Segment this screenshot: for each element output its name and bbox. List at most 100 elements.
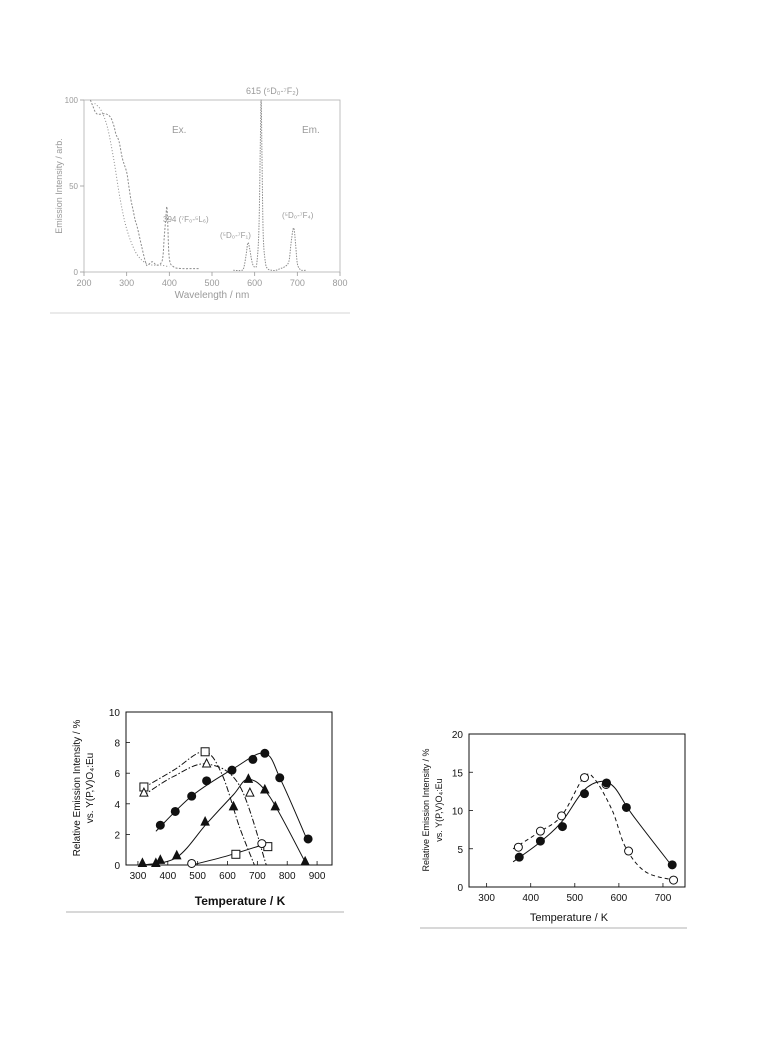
left-points	[137, 747, 313, 868]
right-point-filled-circle	[514, 852, 524, 862]
spectrum-y-tick-label: 50	[69, 182, 78, 191]
right-x-axis-label: Temperature / K	[530, 912, 609, 924]
spectrum-x-tick-label: 800	[332, 278, 347, 288]
spectrum-ticks: 200 300 400 500 600 700 800 0 50 100	[65, 96, 348, 288]
right-x-tick-label: 300	[478, 893, 495, 904]
left-point-filled-triangle	[155, 854, 166, 864]
right-points	[513, 773, 679, 885]
left-x-tick-label: 300	[130, 871, 147, 882]
annotation-md-transition: (⁵D₀-⁷F₁)	[220, 231, 251, 240]
left-point-filled-circle	[260, 748, 270, 758]
right-y-tick-label: 5	[457, 845, 463, 856]
left-point-filled-triangle	[260, 783, 270, 794]
left-point-filled-circle	[155, 820, 165, 830]
left-y-tick-label: 4	[114, 800, 120, 811]
left-point-open-square	[200, 747, 210, 757]
left-y-tick-label: 0	[114, 861, 120, 872]
spectrum-y-tick-label: 100	[65, 96, 79, 105]
right-point-filled-circle	[667, 860, 677, 870]
right-point-filled-circle	[602, 778, 612, 788]
right-point-open-circle	[669, 875, 679, 885]
spectrum-chart: 200 300 400 500 600 700 800 0 50 100 Wavelength /…	[50, 86, 350, 314]
spectrum-x-tick-label: 300	[119, 278, 134, 288]
spectrum-x-tick-label: 700	[290, 278, 305, 288]
left-y-tick-label: 10	[109, 708, 121, 719]
right-ticks: 300 400 500 600 700 0 5 10 15 20	[452, 730, 672, 904]
right-point-open-circle	[513, 842, 523, 852]
right-point-open-circle	[579, 773, 589, 783]
right-point-filled-circle	[621, 802, 631, 812]
left-y-tick-label: 6	[114, 769, 120, 780]
left-y-tick-label: 8	[114, 739, 120, 750]
right-point-filled-circle	[579, 789, 589, 799]
spectrum-y-axis-label: Emission Intensity / arb.	[54, 138, 64, 234]
left-ticks: 300 400 500 600 700 800 900 0 2 4 6 8 10	[109, 708, 326, 882]
right-point-open-circle	[535, 826, 545, 836]
right-point-filled-circle	[557, 822, 567, 832]
left-point-open-square	[231, 849, 241, 859]
left-point-filled-circle	[170, 806, 180, 816]
right-curve-open-circle	[512, 773, 674, 881]
right-point-filled-circle	[535, 836, 545, 846]
right-x-tick-label: 400	[522, 893, 539, 904]
left-x-tick-label: 600	[219, 871, 236, 882]
left-point-filled-circle	[275, 773, 285, 783]
left-x-tick-label: 900	[309, 871, 326, 882]
left-y-axis-label: Relative Emission Intensity / %	[72, 720, 83, 857]
left-point-filled-triangle	[243, 773, 254, 783]
left-plot-frame	[125, 711, 333, 866]
left-x-tick-label: 400	[159, 871, 176, 882]
left-x-tick-label: 500	[189, 871, 206, 882]
right-x-tick-label: 700	[655, 893, 672, 904]
left-x-tick-label: 800	[279, 871, 296, 882]
spectrum-series-line	[233, 99, 306, 272]
right-point-open-circle	[557, 811, 567, 821]
left-point-filled-triangle	[171, 849, 182, 860]
right-curves	[512, 773, 674, 881]
right-x-tick-label: 500	[566, 893, 583, 904]
right-x-tick-label: 600	[611, 893, 628, 904]
spectrum-x-tick-label: 400	[162, 278, 177, 288]
left-curve-open-circle	[191, 844, 262, 866]
spectrum-x-tick-label: 500	[204, 278, 219, 288]
left-point-open-circle	[257, 839, 267, 849]
spectrum-x-tick-label: 200	[76, 278, 91, 288]
spectrum-x-axis-label: Wavelength / nm	[175, 290, 250, 301]
right-point-open-circle	[624, 846, 634, 856]
annotation-emission: Em.	[302, 125, 320, 136]
left-point-filled-circle	[248, 754, 258, 764]
left-point-open-triangle	[245, 786, 255, 797]
spectrum-series-line	[89, 99, 200, 270]
left-x-axis-label: Temperature / K	[195, 894, 286, 908]
annotation-394-band: 394 (⁷F₀-⁵L₆)	[163, 215, 209, 224]
right-y-tick-label: 0	[457, 883, 463, 894]
spectrum-y-tick-label: 0	[74, 268, 79, 277]
left-point-open-triangle	[139, 786, 149, 797]
left-point-filled-circle	[202, 776, 212, 786]
temperature-chart-left: 300 400 500 600 700 800 900 0 2 4 6 8 10 Temperature…	[66, 708, 344, 913]
right-y-tick-label: 10	[452, 807, 464, 818]
left-point-filled-circle	[187, 791, 197, 801]
annotation-f4-transition: (⁵D₀-⁷F₄)	[282, 211, 314, 220]
right-y-axis-label-2: vs. Y(P,V)O₄:Eu	[434, 778, 444, 841]
left-y-tick-label: 2	[114, 830, 120, 841]
left-point-open-circle	[187, 858, 197, 868]
spectrum-series	[89, 99, 306, 272]
right-curve-filled-circle	[512, 780, 673, 867]
right-y-tick-label: 20	[452, 730, 464, 741]
left-x-tick-label: 700	[249, 871, 266, 882]
right-plot-frame	[468, 733, 686, 888]
spectrum-x-tick-label: 600	[247, 278, 262, 288]
spectrum-series-line	[94, 103, 170, 268]
right-y-axis-label: Relative Emission Intensity / %	[421, 748, 431, 871]
annotation-615-peak: 615 (⁵D₀-⁷F₂)	[246, 86, 299, 96]
left-point-filled-triangle	[200, 816, 210, 826]
left-y-axis-label-2: vs. Y(P,V)O₄:Eu	[85, 753, 96, 823]
left-point-filled-triangle	[137, 857, 148, 867]
left-point-open-triangle	[201, 757, 212, 768]
left-curve-open-square	[142, 751, 255, 866]
left-point-filled-triangle	[300, 855, 310, 866]
left-curve-filled-triangle	[143, 778, 306, 866]
right-y-tick-label: 15	[452, 768, 464, 779]
